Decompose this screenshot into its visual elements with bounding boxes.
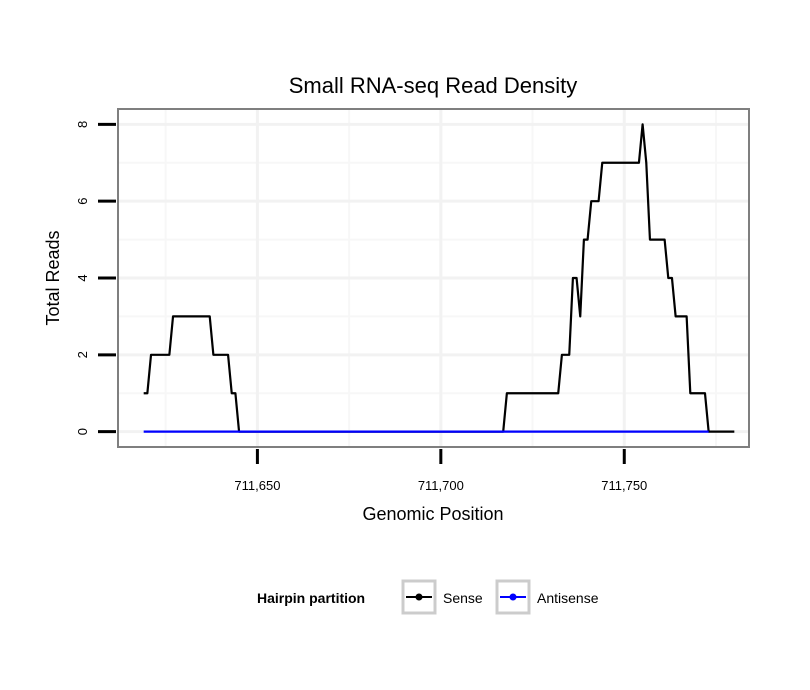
- legend-key-point: [415, 593, 423, 601]
- legend-label: Sense: [443, 590, 483, 606]
- x-tick-label: 711,700: [418, 478, 464, 493]
- chart-title: Small RNA-seq Read Density: [289, 73, 578, 98]
- y-tick-label: 8: [75, 121, 90, 128]
- legend-item-sense: Sense: [401, 579, 483, 615]
- x-axis: 711,650 711,700 711,750: [234, 449, 647, 493]
- series-line-sense: [143, 123, 735, 433]
- y-axis-title: Total Reads: [43, 230, 63, 325]
- x-axis-title: Genomic Position: [362, 504, 503, 524]
- legend-items: Sense Antisense: [401, 579, 599, 615]
- legend-title: Hairpin partition: [257, 590, 365, 606]
- series-layer: [143, 123, 735, 433]
- y-tick-label: 4: [75, 274, 90, 281]
- y-axis: 0 2 4 6 8: [75, 121, 116, 435]
- plot-border: [117, 108, 750, 448]
- y-tick-label: 6: [75, 198, 90, 205]
- y-tick-label: 0: [75, 428, 90, 435]
- legend-item-antisense: Antisense: [495, 579, 599, 615]
- legend-label: Antisense: [537, 590, 599, 606]
- y-tick-label: 2: [75, 351, 90, 358]
- x-tick-label: 711,650: [234, 478, 280, 493]
- legend-key-point: [509, 593, 517, 601]
- x-tick-label: 711,750: [601, 478, 647, 493]
- legend: Hairpin partition Sense Antisense: [257, 579, 599, 615]
